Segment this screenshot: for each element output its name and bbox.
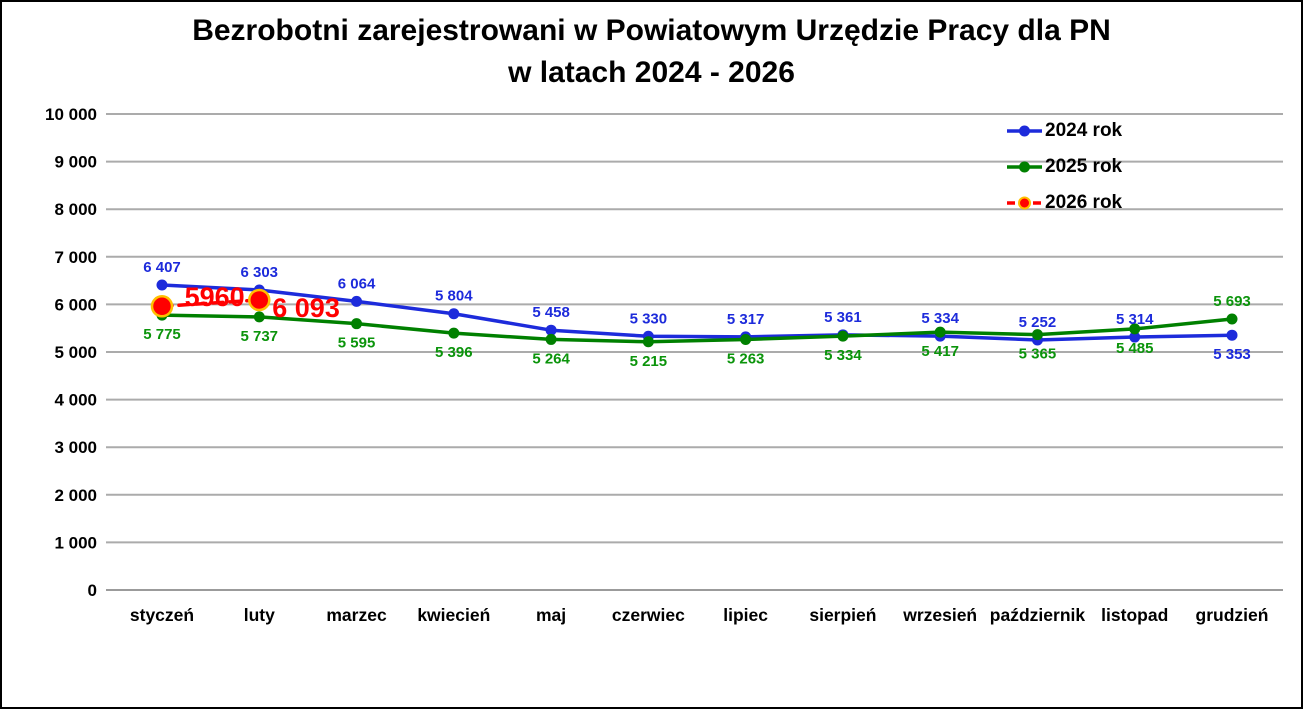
- x-tick-label: październik: [990, 605, 1086, 625]
- data-point-2025-rok: [253, 311, 265, 323]
- data-label-2024-rok: 5 314: [1116, 311, 1154, 328]
- x-tick-label: wrzesień: [902, 605, 977, 625]
- y-tick-label: 3 000: [54, 438, 97, 457]
- data-point-2024-rok: [545, 324, 557, 336]
- legend: 2024 rok 2025 rok 2026 rok: [1006, 113, 1122, 221]
- legend-point: [1019, 161, 1030, 173]
- data-label-2026-rok: 6 093: [272, 293, 340, 323]
- data-label-2026-rok: 5960: [185, 282, 245, 312]
- data-label-2025-rok: 5 485: [1116, 340, 1154, 357]
- data-point-2025-rok: [448, 327, 460, 339]
- y-tick-label: 0: [88, 581, 97, 600]
- series-line-2025-rok: [160, 313, 1234, 344]
- data-point-2025-rok: [934, 326, 946, 338]
- data-label-2024-rok: 5 252: [1019, 314, 1057, 331]
- data-label-2025-rok: 5 334: [824, 347, 862, 364]
- data-point-2025-rok: [837, 330, 849, 342]
- y-tick-label: 10 000: [45, 105, 97, 124]
- y-tick-label: 6 000: [54, 295, 97, 314]
- chart-title-line1: Bezrobotni zarejestrowani w Powiatowym U…: [192, 14, 1111, 47]
- data-point-2024-rok: [351, 295, 363, 307]
- x-tick-label: maj: [536, 605, 566, 625]
- data-label-2024-rok: 5 353: [1213, 346, 1251, 363]
- legend-label-2025: 2025 rok: [1045, 156, 1123, 177]
- data-label-2025-rok: 5 365: [1019, 346, 1057, 363]
- x-tick-label: styczeń: [130, 605, 194, 625]
- data-label-2024-rok: 6 407: [143, 259, 181, 276]
- legend-item-2025: 2025 rok: [1006, 149, 1122, 185]
- legend-item-2026: 2026 rok: [1006, 185, 1122, 221]
- series-line-2024-rok: [160, 283, 1234, 342]
- data-point-2024-rok: [1226, 329, 1238, 341]
- series-line-2026-rok: [160, 298, 262, 309]
- x-tick-label: grudzień: [1196, 605, 1269, 625]
- y-tick-label: 5 000: [54, 343, 97, 362]
- data-label-2025-rok: 5 693: [1213, 293, 1251, 310]
- data-label-2024-rok: 5 330: [630, 310, 668, 327]
- data-point-2025-rok: [1031, 329, 1043, 341]
- legend-marker-2024-icon: [1007, 125, 1042, 137]
- data-label-2025-rok: 5 263: [727, 350, 765, 367]
- data-point-2024-rok: [1129, 331, 1141, 343]
- x-tick-label: kwiecień: [417, 605, 490, 625]
- data-point-2026-rok: [150, 295, 174, 318]
- x-tick-label: luty: [244, 605, 275, 625]
- data-point-2024-rok: [156, 279, 168, 291]
- data-point-2026-rok: [248, 288, 271, 312]
- x-tick-label: listopad: [1101, 605, 1168, 625]
- chart-title-line2: w latach 2024 - 2026: [508, 56, 795, 89]
- legend-item-2024: 2024 rok: [1006, 113, 1122, 149]
- data-label-2025-rok: 5 264: [532, 350, 570, 367]
- y-tick-label: 1 000: [54, 533, 97, 552]
- data-point-2025-rok: [351, 318, 363, 330]
- data-point-2025-rok: [740, 333, 752, 345]
- y-tick-label: 4 000: [54, 391, 97, 410]
- data-label-2025-rok: 5 417: [921, 343, 959, 360]
- data-label-2025-rok: 5 737: [240, 328, 278, 345]
- x-tick-label: sierpień: [809, 605, 876, 625]
- legend-label-2026: 2026 rok: [1045, 192, 1123, 213]
- x-tick-label: marzec: [326, 605, 387, 625]
- data-label-2024-rok: 6 303: [240, 264, 278, 281]
- y-tick-label: 8 000: [54, 200, 97, 219]
- data-point-2025-rok: [545, 333, 557, 345]
- x-tick-label: lipiec: [723, 605, 768, 625]
- y-tick-label: 9 000: [54, 153, 97, 172]
- data-label-2024-rok: 5 804: [435, 288, 473, 305]
- chart-title: Bezrobotni zarejestrowani w Powiatowym U…: [2, 10, 1301, 94]
- data-label-2024-rok: 6 064: [338, 275, 376, 292]
- data-point-2025-rok: [1129, 323, 1141, 335]
- x-tick-label: czerwiec: [612, 605, 685, 625]
- legend-point: [1019, 125, 1030, 137]
- data-label-2025-rok: 5 215: [630, 353, 668, 370]
- legend-point: [1018, 196, 1031, 210]
- data-label-2025-rok: 5 595: [338, 335, 376, 352]
- data-point-2025-rok: [642, 336, 654, 348]
- legend-marker-2025-icon: [1007, 161, 1042, 173]
- legend-label-2024: 2024 rok: [1045, 120, 1123, 141]
- data-point-2024-rok: [448, 308, 460, 320]
- data-label-2024-rok: 5 458: [532, 304, 570, 321]
- data-label-2024-rok: 5 317: [727, 311, 765, 328]
- legend-marker-2026-icon: [1007, 196, 1042, 210]
- y-tick-label: 7 000: [54, 248, 97, 267]
- y-tick-label: 2 000: [54, 486, 97, 505]
- data-label-2024-rok: 5 361: [824, 309, 862, 326]
- data-label-2025-rok: 5 775: [143, 326, 181, 343]
- data-point-2025-rok: [1226, 313, 1238, 325]
- data-label-2025-rok: 5 396: [435, 344, 473, 361]
- data-label-2024-rok: 5 334: [921, 310, 959, 327]
